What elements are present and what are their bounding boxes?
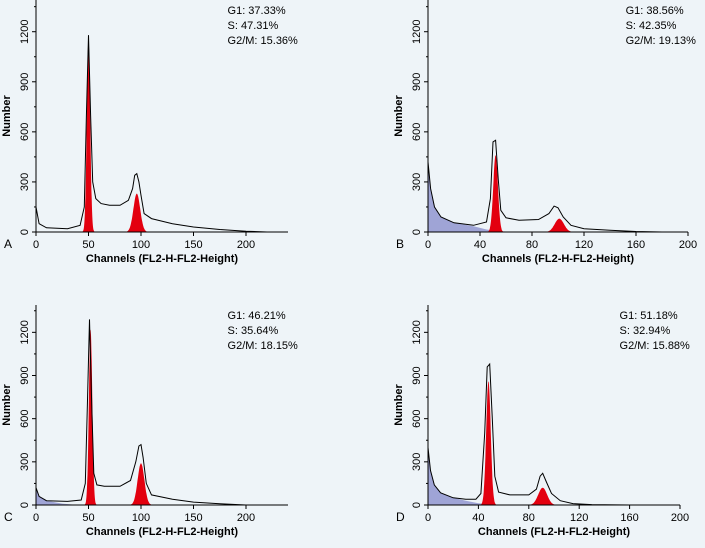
histogram-line — [427, 139, 688, 233]
x-tick-label: 80 — [526, 239, 538, 251]
y-tick-label: 900 — [19, 366, 31, 384]
y-axis-title: Number — [1, 384, 13, 426]
x-tick-label: 0 — [33, 512, 39, 524]
x-axis-title: Channels (FL2-H-FL2-Height) — [482, 253, 634, 265]
x-tick-label: 100 — [132, 512, 150, 524]
y-tick-label: 900 — [411, 366, 423, 384]
g1-peak — [81, 36, 95, 232]
g1-peak — [486, 155, 505, 232]
x-tick-label: 120 — [570, 512, 588, 524]
x-axis-title: Channels (FL2-H-FL2-Height) — [478, 526, 630, 538]
x-tick-label: 200 — [237, 512, 255, 524]
panel-letter: B — [396, 237, 404, 251]
y-tick-label: 900 — [19, 73, 31, 91]
y-tick-label: 0 — [411, 229, 423, 235]
y-axis-title: Number — [393, 95, 405, 137]
x-tick-label: 150 — [184, 239, 202, 251]
y-tick-label: 300 — [411, 453, 423, 471]
debris-area — [428, 447, 517, 505]
x-tick-label: 0 — [33, 239, 39, 251]
x-tick-label: 120 — [575, 239, 593, 251]
histogram-line — [427, 362, 680, 506]
x-axis-title: Channels (FL2-H-FL2-Height) — [86, 253, 238, 265]
x-tick-label: 50 — [82, 239, 94, 251]
stat-s: S: 35.64% — [228, 325, 279, 337]
y-axis-title: Number — [1, 95, 13, 137]
x-tick-label: 80 — [523, 512, 535, 524]
stat-s: S: 32.94% — [620, 325, 671, 337]
g2m-peak — [123, 193, 150, 232]
y-tick-label: 1200 — [411, 19, 423, 43]
x-tick-label: 0 — [425, 512, 431, 524]
g1-peak — [83, 329, 98, 505]
stat-g2m: G2/M: 15.88% — [620, 340, 691, 352]
x-tick-label: 40 — [472, 512, 484, 524]
stat-g2m: G2/M: 19.13% — [626, 35, 697, 47]
x-tick-label: 50 — [82, 512, 94, 524]
debris-area — [36, 487, 78, 505]
y-tick-label: 600 — [411, 123, 423, 141]
y-tick-label: 1200 — [19, 320, 31, 344]
chart-panel-b: 0 300 600 900 1200 0 40 80 120 160 200 Channels (FL… — [393, 0, 697, 265]
g1-peak — [479, 381, 498, 505]
x-tick-label: 150 — [184, 512, 202, 524]
y-tick-label: 900 — [411, 73, 423, 91]
x-tick-label: 160 — [627, 239, 645, 251]
x-tick-label: 0 — [425, 239, 431, 251]
panel-letter: C — [4, 510, 13, 524]
stat-g1: G1: 37.33% — [228, 5, 286, 17]
x-axis-title: Channels (FL2-H-FL2-Height) — [86, 526, 238, 538]
x-tick-label: 200 — [679, 239, 697, 251]
y-tick-label: 600 — [411, 409, 423, 427]
y-tick-label: 600 — [19, 123, 31, 141]
y-axis-title: Number — [393, 384, 405, 426]
histogram-line — [35, 35, 268, 233]
stat-s: S: 47.31% — [228, 20, 279, 32]
stat-g2m: G2/M: 18.15% — [228, 340, 299, 352]
stat-g2m: G2/M: 15.36% — [228, 35, 299, 47]
y-tick-label: 300 — [19, 453, 31, 471]
y-tick-label: 0 — [411, 502, 423, 508]
y-tick-label: 1200 — [19, 19, 31, 43]
stat-g1: G1: 38.56% — [626, 5, 684, 17]
stat-g1: G1: 46.21% — [228, 310, 286, 322]
x-tick-label: 200 — [237, 239, 255, 251]
g2m-peak — [127, 463, 154, 505]
g2m-peak — [541, 218, 578, 232]
histogram-line — [35, 319, 267, 506]
x-tick-label: 160 — [620, 512, 638, 524]
y-tick-label: 0 — [19, 229, 31, 235]
y-tick-label: 300 — [19, 173, 31, 191]
panel-letter: A — [4, 237, 12, 251]
y-tick-label: 0 — [19, 502, 31, 508]
x-tick-label: 100 — [132, 239, 150, 251]
stat-g1: G1: 51.18% — [620, 310, 678, 322]
y-tick-label: 1200 — [411, 320, 423, 344]
chart-panel-a: 0 300 600 900 1200 0 50 100 150 200 Channels (FL2-… — [1, 0, 298, 265]
chart-panel-c: 0 300 600 900 1200 0 50 100 150 200 Channels (FL2-… — [1, 305, 298, 538]
panel-letter: D — [396, 510, 405, 524]
x-tick-label: 40 — [474, 239, 486, 251]
debris-area — [428, 161, 519, 232]
g2m-peak — [525, 487, 561, 505]
stat-s: S: 42.35% — [626, 20, 677, 32]
chart-panel-d: 0 300 600 900 1200 0 40 80 120 160 200 Channels (FL… — [393, 305, 690, 538]
y-tick-label: 600 — [19, 409, 31, 427]
x-tick-label: 200 — [671, 512, 689, 524]
y-tick-label: 300 — [411, 173, 423, 191]
